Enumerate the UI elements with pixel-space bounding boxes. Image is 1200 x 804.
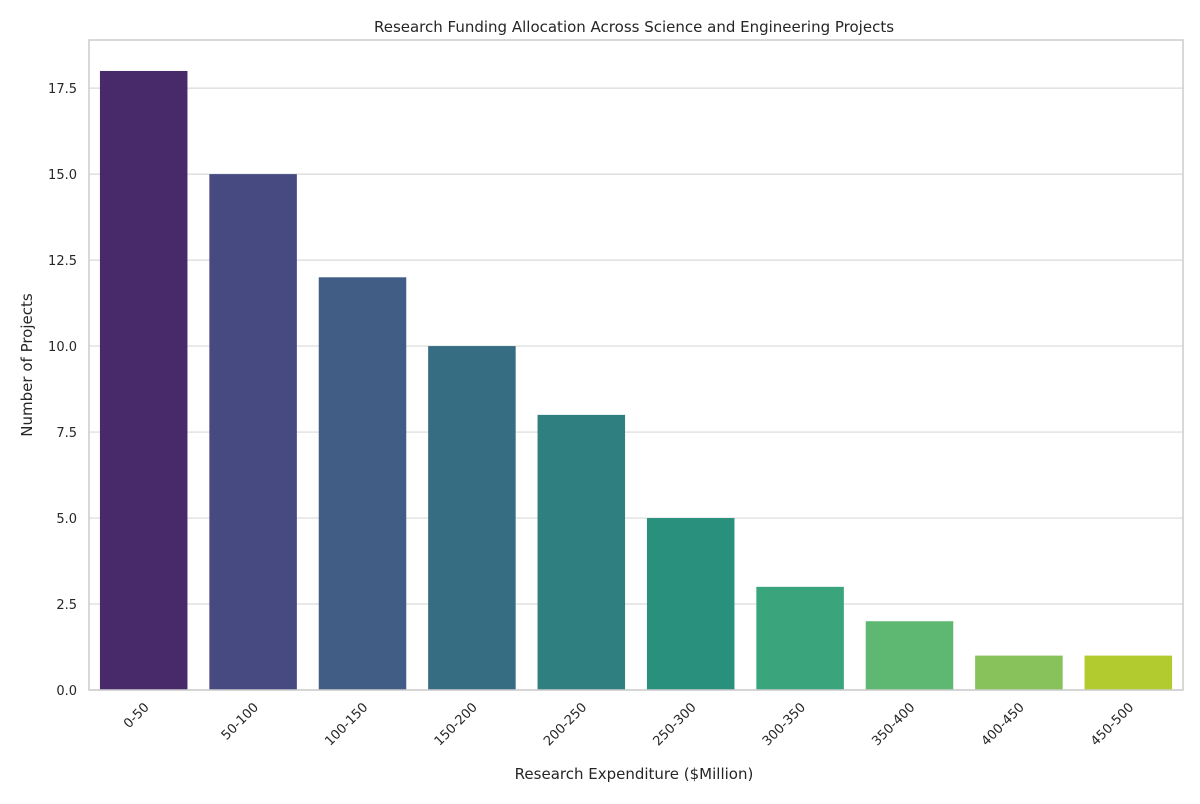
plot-frame: [88, 39, 1184, 691]
bar-450-500: [1084, 655, 1173, 690]
x-tick-labels: 0-50 50-100 100-150 150-200 200-250 250-300 30…: [121, 700, 1137, 749]
y-tick-label: 5.0: [56, 512, 77, 527]
bars: [99, 70, 1173, 691]
x-tick-label: 50-100: [219, 700, 262, 743]
bar-250-300: [646, 518, 735, 690]
bar-200-250: [537, 414, 626, 690]
bar-300-350: [756, 586, 844, 690]
bar-50-100: [209, 174, 297, 691]
y-axis-label: Number of Projects: [18, 293, 36, 437]
y-tick-labels: 0.0 2.5 5.0 7.5 10.0 12.5 15.0 17.5: [48, 82, 77, 699]
x-tick-label: 350-400: [869, 700, 918, 749]
y-tick-label: 2.5: [56, 598, 77, 613]
axes-border: [88, 39, 1184, 691]
x-tick-label: 100-150: [322, 700, 371, 749]
y-tick-label: 17.5: [48, 82, 77, 97]
bar-350-400: [865, 621, 954, 690]
x-tick-label: 400-450: [979, 700, 1028, 749]
bar-0-50: [99, 70, 188, 690]
y-tick-label: 15.0: [48, 168, 77, 183]
bar-400-450: [975, 655, 1063, 690]
y-tick-label: 0.0: [56, 684, 77, 699]
x-tick-label: 450-500: [1088, 700, 1137, 749]
chart-title: Research Funding Allocation Across Scien…: [374, 18, 894, 36]
x-axis-label: Research Expenditure ($Million): [515, 765, 754, 783]
bar-100-150: [318, 277, 407, 690]
x-tick-label: 300-350: [760, 700, 809, 749]
x-tick-label: 250-300: [651, 700, 700, 749]
y-tick-label: 10.0: [48, 340, 77, 355]
y-tick-label: 12.5: [48, 254, 77, 269]
x-tick-label: 150-200: [432, 700, 481, 749]
x-tick-label: 0-50: [121, 700, 152, 731]
y-tick-label: 7.5: [56, 426, 77, 441]
bar-150-200: [428, 346, 516, 690]
x-tick-label: 200-250: [541, 700, 590, 749]
